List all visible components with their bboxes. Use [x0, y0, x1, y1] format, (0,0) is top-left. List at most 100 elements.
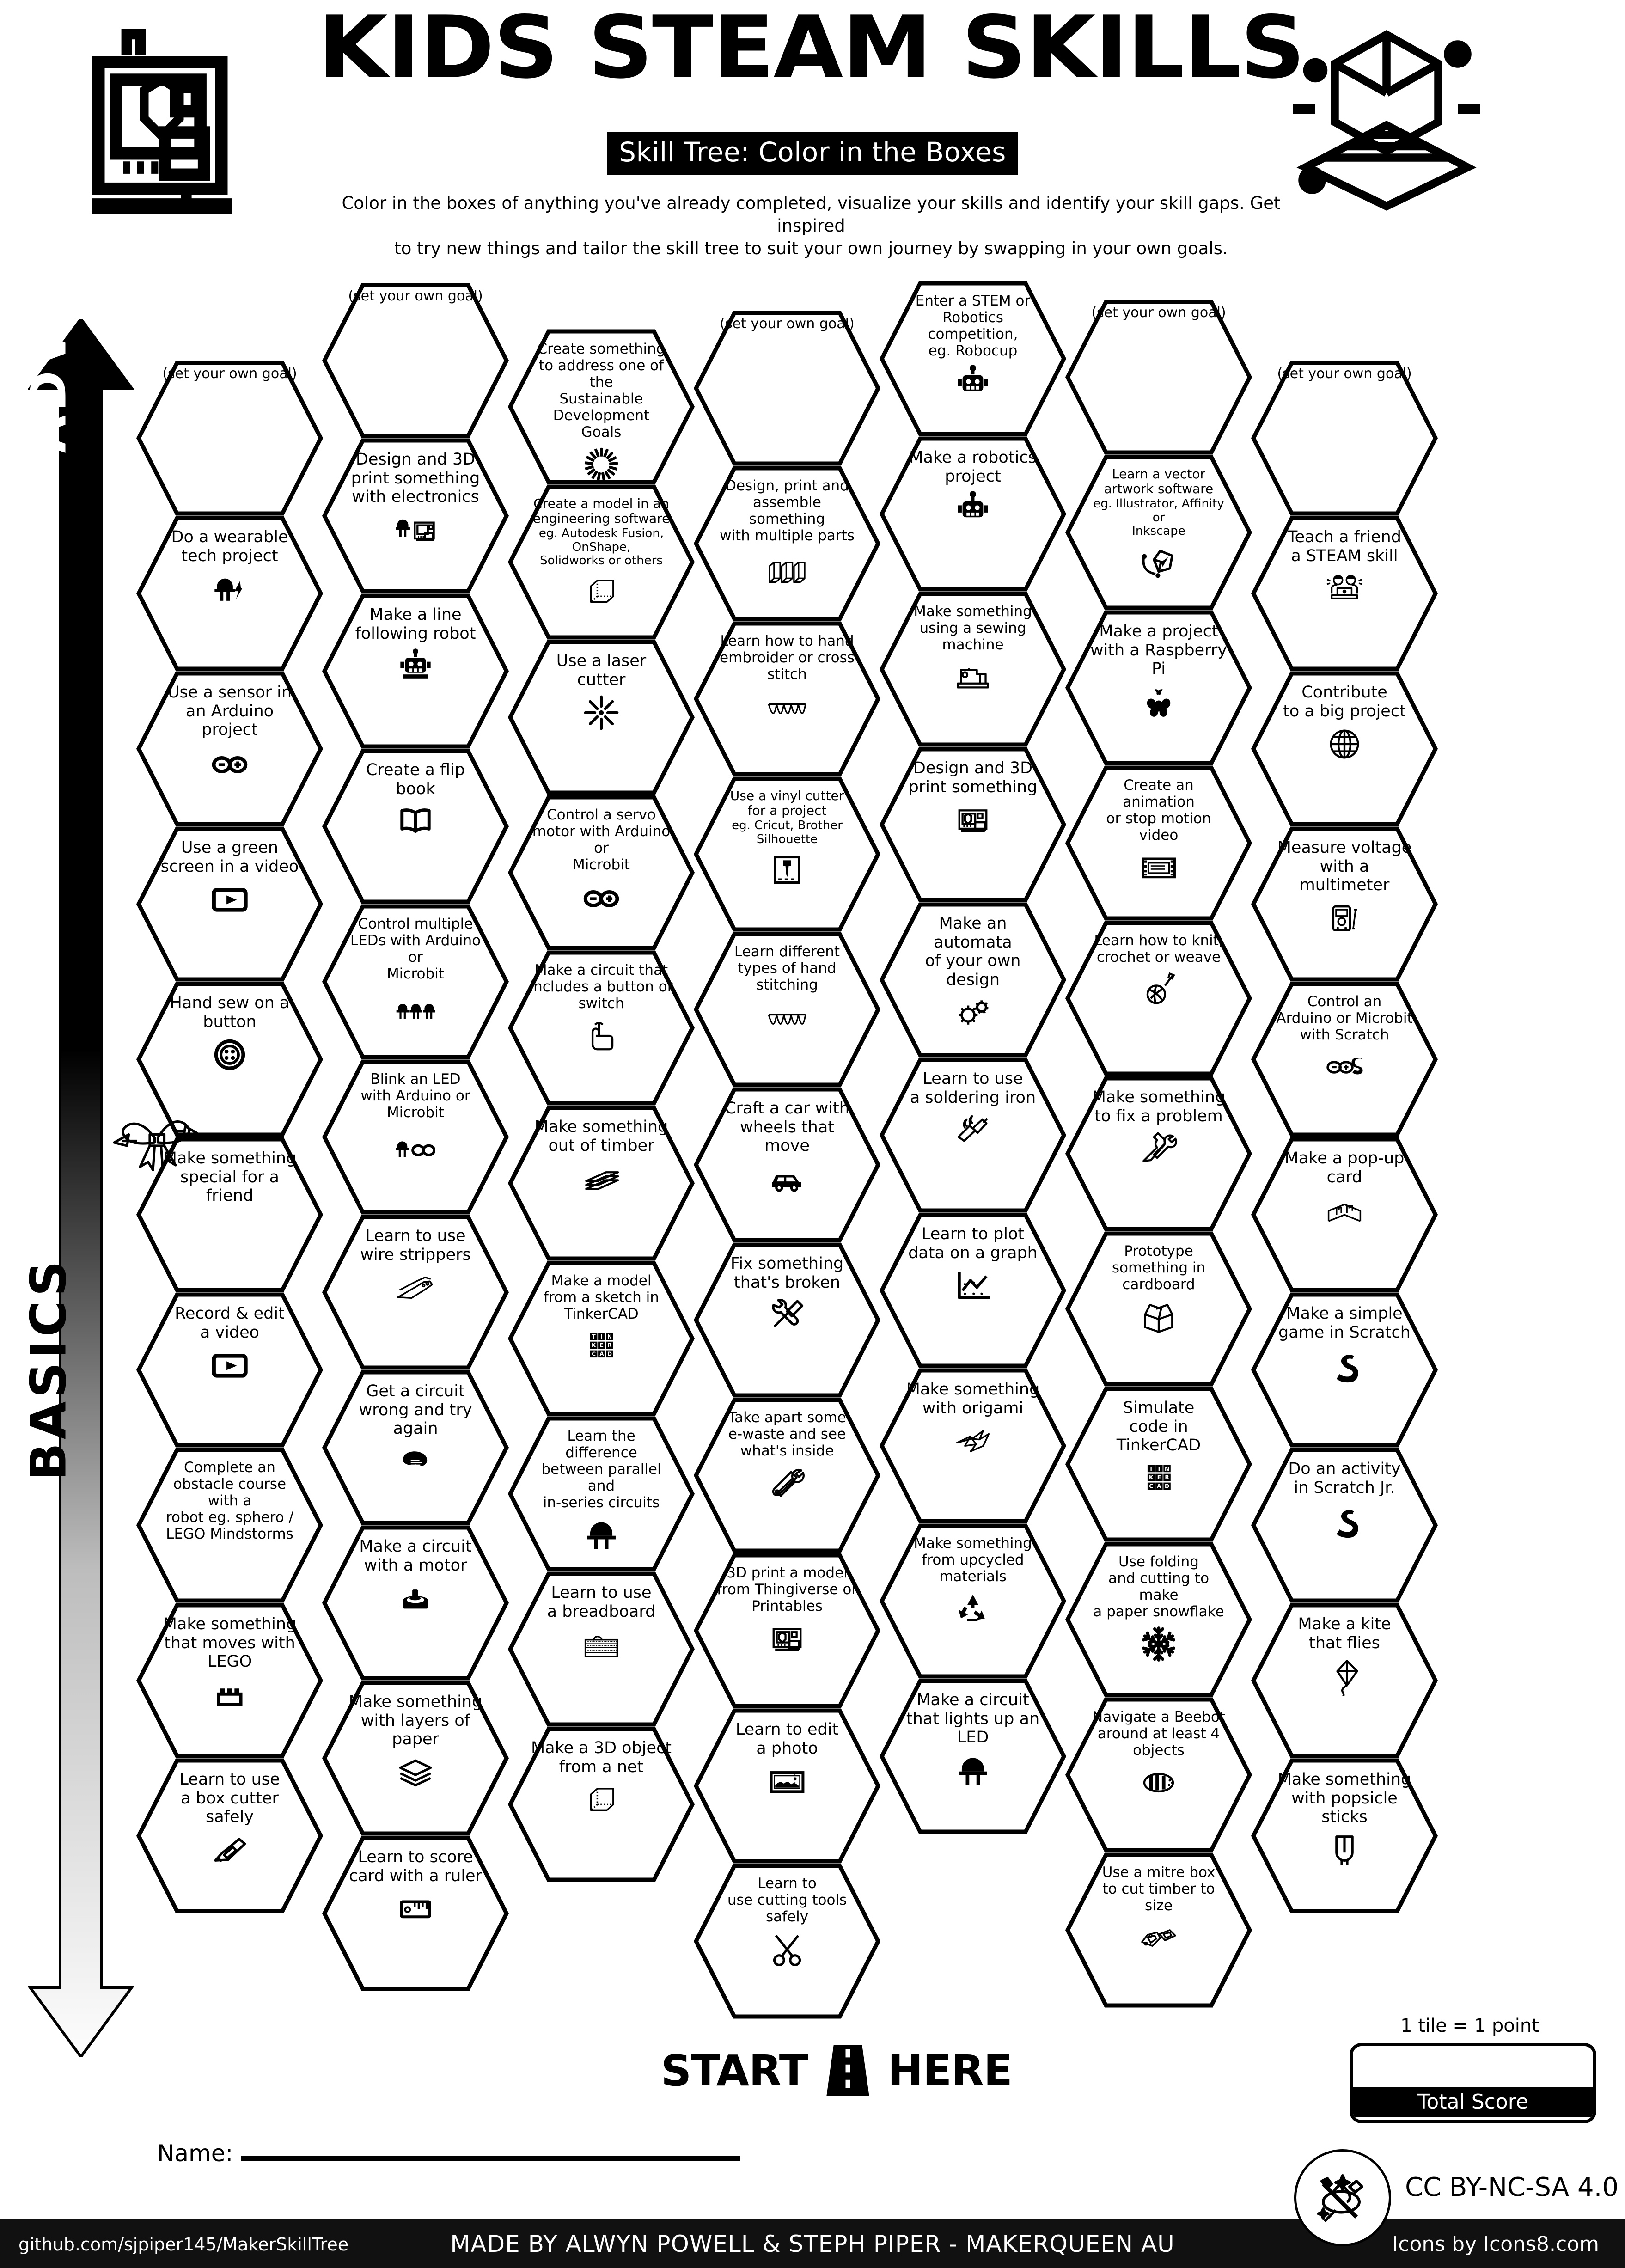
raspberry-pi-icon	[1087, 682, 1231, 722]
skill-tile[interactable]: Do a wearable tech project	[136, 516, 323, 671]
skill-tile[interactable]: Use a sensor in an Arduino project	[136, 671, 323, 826]
skill-tile[interactable]: Make a circuit that includes a button or s…	[508, 950, 695, 1106]
skill-tile-label: Fix something that's broken	[730, 1254, 844, 1292]
skill-tile[interactable]: Make a pop-up card	[1251, 1137, 1438, 1292]
car-icon	[715, 1159, 859, 1199]
skill-tile[interactable]: Create a flip book	[322, 749, 509, 904]
skill-tile-label: Use a laser cutter	[556, 652, 647, 689]
skill-tile[interactable]: Make a robotics project	[880, 436, 1066, 592]
skill-tile-label: Record & edit a video	[175, 1304, 285, 1342]
wire-strippers-icon	[343, 1268, 488, 1308]
skill-tile[interactable]: Use a vinyl cutter for a project eg. Cricu…	[694, 776, 880, 932]
skill-tile[interactable]: (set your own goal)	[694, 311, 880, 466]
skill-tile[interactable]: Make an automata of your own design	[880, 902, 1066, 1058]
skill-tile[interactable]: Learn a vector artwork software eg. Illust…	[1065, 455, 1252, 610]
skill-tile[interactable]: Design and 3D print something with electro…	[322, 438, 509, 593]
skill-tile[interactable]: Get a circuit wrong and try again	[322, 1370, 509, 1525]
skill-tile[interactable]: Make something with origami	[880, 1368, 1066, 1523]
total-score-input[interactable]	[1353, 2046, 1593, 2087]
skill-tile[interactable]: Learn different types of hand stitching	[694, 932, 880, 1087]
skill-tile[interactable]: (set your own goal)	[1251, 361, 1438, 516]
skill-tile[interactable]: Record & edit a video	[136, 1292, 323, 1448]
skill-tile[interactable]: Craft a car with wheels that move	[694, 1087, 880, 1242]
github-link[interactable]: github.com/sjpiper145/MakerSkillTree	[18, 2234, 349, 2255]
skill-tile[interactable]: Make something with popsicle sticks	[1251, 1758, 1438, 1913]
skill-tile[interactable]: Make a line following robot	[322, 593, 509, 749]
skill-tile-label: Use a sensor in an Arduino project	[167, 683, 292, 740]
skill-tile[interactable]: Create an animation or stop motion video	[1065, 765, 1252, 921]
skill-tile[interactable]: Control an Arduino or Microbit with Scratc…	[1251, 982, 1438, 1137]
skill-tile[interactable]: Use a laser cutter	[508, 640, 695, 795]
skill-tile[interactable]: Learn the difference between parallel and…	[508, 1416, 695, 1571]
skill-tile-label: Teach a friend a STEAM skill	[1288, 528, 1401, 565]
skill-tile[interactable]: Make something from upcycled materials	[880, 1523, 1066, 1679]
skill-tile[interactable]: Teach a friend a STEAM skill	[1251, 516, 1438, 671]
skill-tile[interactable]: Complete an obstacle course with a robot e…	[136, 1448, 323, 1603]
skill-tile[interactable]: Make a kite that flies	[1251, 1603, 1438, 1758]
skill-tile[interactable]: (set your own goal)	[136, 361, 323, 516]
skill-tile[interactable]: Make something to fix a problem	[1065, 1076, 1252, 1231]
skill-tile[interactable]: Learn to plot data on a graph	[880, 1213, 1066, 1368]
skill-tile[interactable]: Measure voltage with a multimeter	[1251, 826, 1438, 982]
skill-tile[interactable]: Learn to edit a photo	[694, 1708, 880, 1864]
skill-tile[interactable]: Make a circuit that lights up an LED	[880, 1679, 1066, 1834]
skill-tile-label: Make a simple game in Scratch	[1278, 1304, 1411, 1342]
skill-tile[interactable]: 3D print a model from Thingiverse or Print…	[694, 1553, 880, 1708]
skill-tile[interactable]: Make something out of timber	[508, 1106, 695, 1261]
skill-tile[interactable]: Create something to address one of the Sus…	[508, 329, 695, 484]
skill-tile[interactable]: Learn how to knit, crochet or weave	[1065, 921, 1252, 1076]
skill-tile-label: Make something that moves with LEGO	[163, 1615, 297, 1671]
start-here-marker: START HERE	[661, 2043, 1013, 2098]
skill-tile[interactable]: Take apart some e-waste and see what's ins…	[694, 1398, 880, 1553]
skill-tile[interactable]: Use folding and cutting to make a paper sn…	[1065, 1542, 1252, 1697]
sdg-wheel-icon	[529, 445, 673, 484]
skill-tile[interactable]: Use a mitre box to cut timber to size	[1065, 1852, 1252, 2008]
skill-tile[interactable]: Learn to use wire strippers	[322, 1215, 509, 1370]
skill-tile[interactable]: Make something using a sewing machine	[880, 592, 1066, 747]
skill-tile[interactable]: Use a green screen in a video	[136, 826, 323, 982]
skill-tile[interactable]: Learn how to hand embroider or cross stit…	[694, 621, 880, 776]
skill-tile[interactable]: Make a 3D object from a net	[508, 1727, 695, 1882]
skill-tile-label: Prototype something in cardboard	[1112, 1243, 1206, 1293]
skill-tile[interactable]: Make something with layers of paper	[322, 1681, 509, 1836]
led-printer-icon	[343, 510, 488, 550]
skill-tile[interactable]: (set your own goal)	[1065, 300, 1252, 455]
skill-tile-label: Make a circuit with a motor	[359, 1537, 472, 1575]
skill-tile[interactable]: Learn to use a soldering iron	[880, 1058, 1066, 1213]
skill-tile[interactable]: Control multiple LEDs with Arduino or Micr…	[322, 904, 509, 1059]
skill-tile[interactable]: Make a simple game in Scratch	[1251, 1292, 1438, 1448]
skill-tile[interactable]: Learn to use a breadboard	[508, 1571, 695, 1727]
skill-tile[interactable]: Prototype something in cardboard	[1065, 1231, 1252, 1387]
skill-tile[interactable]: Navigate a Beebot around at least 4 object…	[1065, 1697, 1252, 1852]
skill-tile-label: Use folding and cutting to make a paper sn…	[1093, 1553, 1224, 1620]
skill-tile-label: Make something out of timber	[534, 1118, 668, 1155]
skill-tile[interactable]: Contribute to a big project	[1251, 671, 1438, 826]
skill-tile-label: Learn a vector artwork software	[1104, 466, 1214, 497]
skill-tile[interactable]: Design, print and assemble something with …	[694, 466, 880, 621]
button-icon	[158, 1035, 302, 1075]
skill-tile[interactable]: Fix something that's broken	[694, 1242, 880, 1398]
name-field[interactable]: Name:	[157, 2140, 741, 2167]
film-strip-icon	[1087, 848, 1231, 887]
name-input-rule[interactable]	[241, 2156, 741, 2161]
skill-tile[interactable]: Make a model from a sketch in TinkerCAD T I N…	[508, 1261, 695, 1416]
skill-tile[interactable]: Design and 3D print something	[880, 747, 1066, 902]
skill-tile[interactable]: Hand sew on a button	[136, 982, 323, 1137]
skill-tile[interactable]: (set your own goal)	[322, 283, 509, 438]
skill-tile[interactable]: Make something that moves with LEGO	[136, 1603, 323, 1758]
skill-tile[interactable]: Learn to score card with a ruler	[322, 1836, 509, 1991]
skill-tile[interactable]: Blink an LED with Arduino or Microbit	[322, 1059, 509, 1215]
skill-tile[interactable]: Create a model in an engineering software…	[508, 484, 695, 640]
skill-tile[interactable]: Make a circuit with a motor	[322, 1525, 509, 1681]
total-score-box[interactable]: Total Score	[1350, 2043, 1596, 2123]
skill-tile[interactable]: Do an activity in Scratch Jr.	[1251, 1448, 1438, 1603]
skill-tile[interactable]: Learn to use a box cutter safely	[136, 1758, 323, 1913]
skill-tile-label: Make a 3D object from a net	[531, 1739, 672, 1776]
skill-tile[interactable]: Simulate code in TinkerCAD T I N K E R C A D	[1065, 1387, 1252, 1542]
skill-tile[interactable]: Make something special for a friend	[113, 1120, 323, 1292]
skill-tile[interactable]: Enter a STEM or Robotics competition, eg. …	[880, 281, 1066, 436]
skill-tile[interactable]: Control a servo motor with Arduino or Micr…	[508, 795, 695, 950]
skill-tile[interactable]: Learn to use cutting tools safely	[694, 1864, 880, 2019]
skill-tile[interactable]: Make a project with a Raspberry Pi	[1065, 610, 1252, 765]
here-word: HERE	[887, 2046, 1013, 2096]
